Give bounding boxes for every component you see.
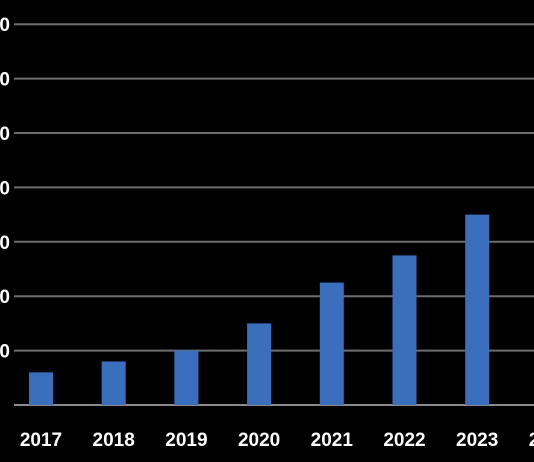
x-tick-label-2021: 2021 [311, 430, 354, 451]
y-tick-label: 0 [0, 233, 10, 254]
y-tick-label: 0 [0, 15, 10, 36]
bar-2023 [465, 214, 490, 405]
gridlines [14, 23, 534, 352]
x-tick-label-2019: 2019 [165, 430, 207, 451]
bar-2020 [247, 323, 272, 405]
x-tick-label-2018: 2018 [93, 430, 135, 451]
x-tick-label-2017: 2017 [20, 430, 62, 451]
bar-2018 [101, 361, 126, 405]
y-tick-labels: 0 0 0 0 0 0 0 [0, 15, 10, 362]
y-tick-label: 0 [0, 342, 10, 363]
x-tick-label-2022: 2022 [383, 430, 425, 451]
bars [29, 214, 490, 405]
bar-2019 [174, 350, 199, 405]
y-tick-label: 0 [0, 178, 10, 199]
y-tick-label: 0 [0, 287, 10, 308]
bar-2022 [392, 255, 417, 405]
x-tick-label-2024: 2024 [529, 430, 534, 451]
x-tick-labels: 2017 2018 2019 2020 2021 2022 2023 2024 [20, 430, 534, 451]
x-tick-label-2020: 2020 [238, 430, 280, 451]
bar-2017 [29, 372, 53, 405]
y-tick-label: 0 [0, 70, 10, 91]
x-tick-label-2023: 2023 [456, 430, 498, 451]
y-tick-label: 0 [0, 124, 10, 145]
bar-2021 [319, 282, 344, 405]
